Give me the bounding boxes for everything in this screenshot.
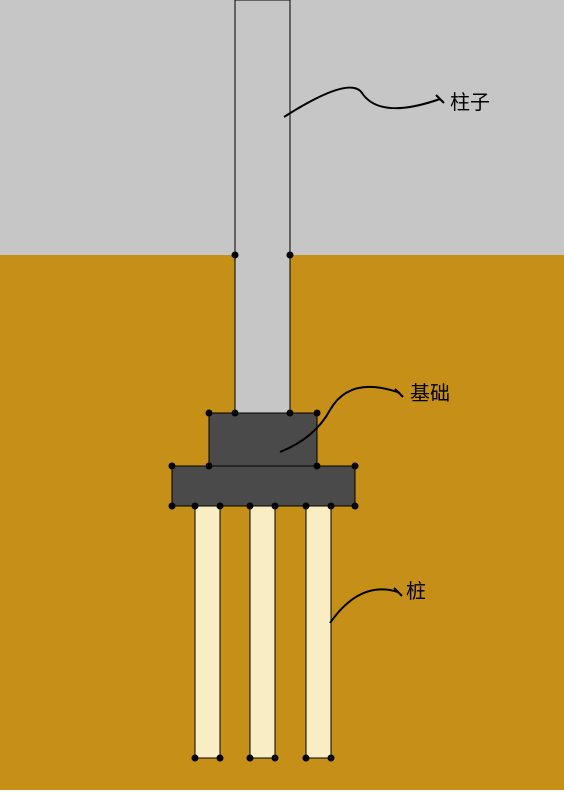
anchor-point bbox=[303, 503, 310, 510]
anchor-point bbox=[247, 503, 254, 510]
anchor-point bbox=[247, 755, 254, 762]
column-shape bbox=[235, 0, 290, 413]
anchor-point bbox=[192, 755, 199, 762]
anchor-point bbox=[328, 755, 335, 762]
anchor-point bbox=[328, 503, 335, 510]
anchor-point bbox=[314, 463, 321, 470]
foundation-cap-shape bbox=[172, 466, 355, 506]
anchor-point bbox=[352, 463, 359, 470]
anchor-point bbox=[272, 503, 279, 510]
anchor-point bbox=[206, 410, 213, 417]
anchor-point bbox=[192, 503, 199, 510]
anchor-point bbox=[169, 503, 176, 510]
anchor-point bbox=[352, 503, 359, 510]
pile-shape bbox=[306, 506, 331, 758]
anchor-point bbox=[232, 410, 239, 417]
anchor-point bbox=[217, 755, 224, 762]
foundation-diagram: 柱子基础桩 bbox=[0, 0, 564, 795]
pile-shape bbox=[195, 506, 220, 758]
foundation-label: 基础 bbox=[410, 382, 450, 405]
foundation-pedestal-shape bbox=[209, 413, 317, 466]
anchor-point bbox=[287, 410, 294, 417]
anchor-point bbox=[314, 410, 321, 417]
pile-shape bbox=[250, 506, 275, 758]
anchor-point bbox=[217, 503, 224, 510]
anchor-point bbox=[169, 463, 176, 470]
pile-label: 桩 bbox=[406, 580, 426, 603]
anchor-point bbox=[303, 755, 310, 762]
anchor-point bbox=[287, 252, 294, 259]
anchor-point bbox=[206, 463, 213, 470]
anchor-point bbox=[232, 252, 239, 259]
column-label: 柱子 bbox=[450, 91, 490, 114]
anchor-point bbox=[272, 755, 279, 762]
